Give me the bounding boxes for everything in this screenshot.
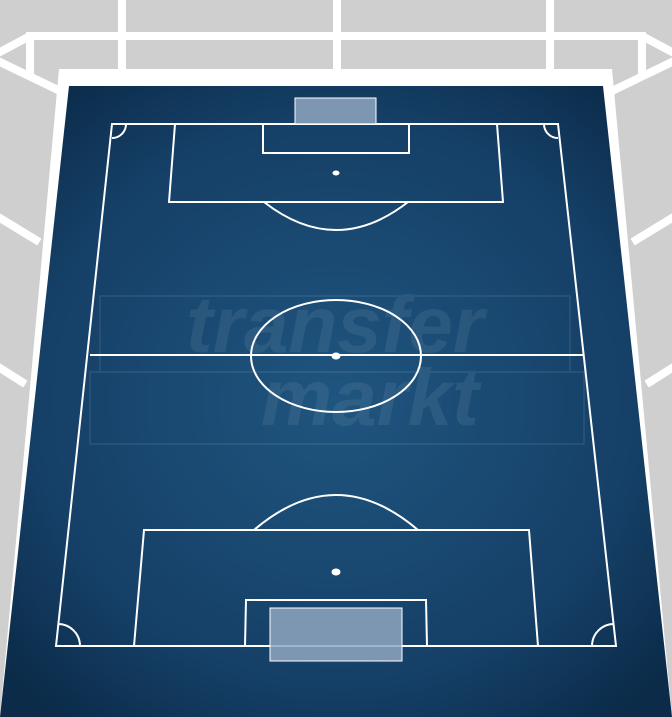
bottom-penalty-spot (331, 568, 341, 576)
bottom-penalty-area (133, 529, 539, 647)
corner-arc-top-left (111, 123, 127, 139)
watermark-line2: markt (261, 353, 482, 442)
bottom-goal (269, 607, 403, 662)
pitch-surface (0, 86, 672, 717)
top-goal (294, 97, 377, 125)
top-penalty-arc (263, 201, 409, 231)
bottom-penalty-arc (253, 494, 419, 531)
centre-circle (250, 299, 422, 413)
corner-arc-bottom-right (591, 623, 615, 647)
top-penalty-spot (332, 170, 340, 176)
stand-lines (0, 0, 672, 388)
bottom-goal-area (244, 599, 428, 647)
top-penalty-area (167, 123, 505, 203)
corner-arc-top-right (543, 123, 559, 139)
centre-spot (331, 352, 341, 360)
corner-arc-bottom-left (57, 623, 81, 647)
top-goal-area (262, 124, 410, 154)
